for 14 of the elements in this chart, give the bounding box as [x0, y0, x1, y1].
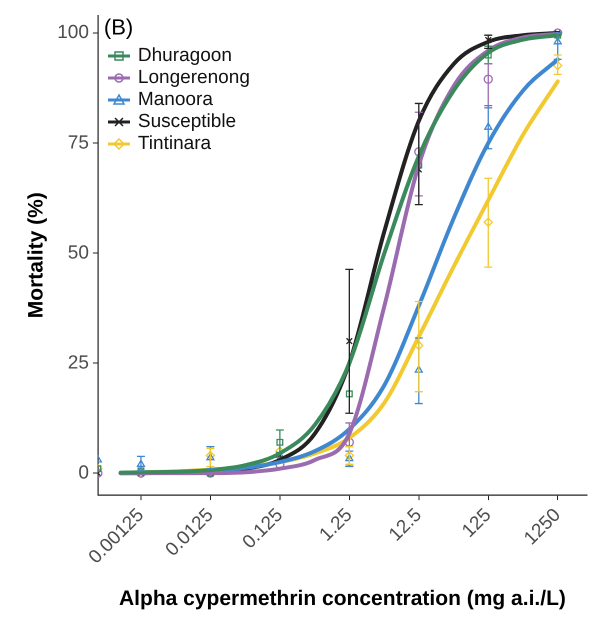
x-axis-title: Alpha cypermethrin concentration (mg a.i./L) [118, 587, 566, 610]
legend-label: Dhuragoon [138, 45, 232, 68]
x-tick-label: 125 [458, 504, 496, 542]
y-axis-title: Mortality (%) [24, 192, 48, 318]
legend-label: Longerenong [138, 67, 250, 90]
y-tick-label: 25 [68, 352, 89, 374]
y-tick-label: 0 [78, 462, 89, 484]
y-tick-label: 50 [68, 242, 89, 264]
legend-label: Tintinara [138, 133, 212, 156]
chart-title: (B) [104, 14, 134, 40]
y-tick-label: 100 [57, 22, 89, 44]
legend-label: Susceptible [138, 111, 236, 134]
y-tick-label: 75 [68, 132, 89, 154]
legend-label: Manoora [138, 89, 213, 112]
